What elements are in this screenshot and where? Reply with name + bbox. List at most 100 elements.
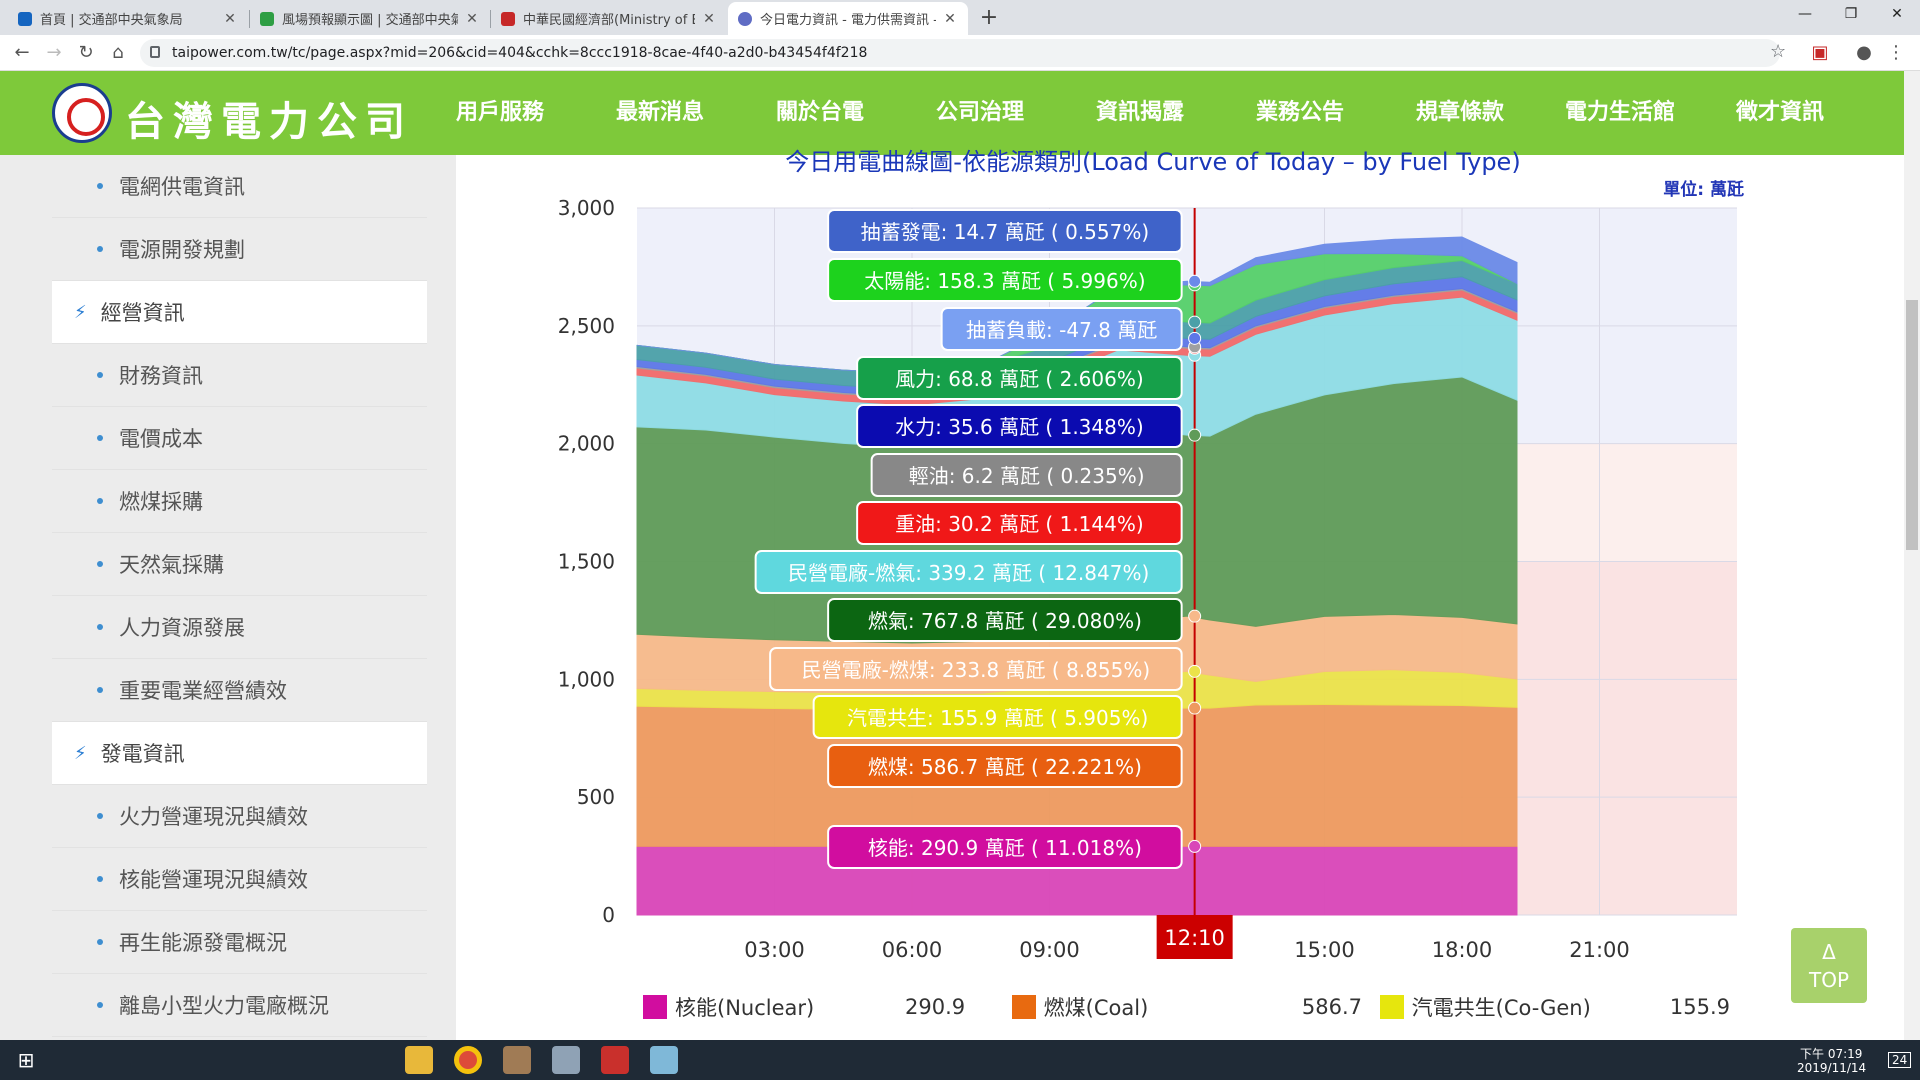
tooltip-text: 重油: 30.2 萬瓩 ( 1.144%) xyxy=(895,512,1144,536)
app-icon[interactable] xyxy=(503,1046,531,1074)
sidebar-item[interactable]: 火力營運現況與績效 xyxy=(52,785,427,848)
nav-item[interactable]: 業務公告 xyxy=(1255,100,1344,125)
legend-value: 290.9 xyxy=(905,995,966,1019)
account-icon[interactable]: ● xyxy=(1856,42,1872,63)
browser-tab-3[interactable]: 中華民國經濟部(Ministry of Economic Affairs) ✕ xyxy=(491,2,727,35)
tooltip-box[interactable] xyxy=(827,258,1183,302)
legend-item-cogen[interactable]: 汽電共生(Co-Gen) 155.9 xyxy=(1380,992,1730,1022)
page-scrollbar[interactable] xyxy=(1904,71,1920,1040)
clock-time[interactable]: 下午 07:19 xyxy=(1800,1047,1863,1061)
tooltip-box[interactable] xyxy=(856,501,1183,545)
nav-item[interactable]: 關於台電 xyxy=(775,100,864,125)
tooltip-box[interactable] xyxy=(827,209,1183,253)
sidebar-section-header[interactable]: ⚡ 經營資訊 xyxy=(52,281,427,344)
app-icon[interactable] xyxy=(552,1046,580,1074)
cursor-point[interactable] xyxy=(1188,315,1202,329)
tooltip-box[interactable] xyxy=(827,744,1183,788)
tooltip-box[interactable] xyxy=(812,695,1183,739)
cursor-point[interactable] xyxy=(1188,664,1202,678)
file-explorer-icon[interactable] xyxy=(405,1046,433,1074)
sidebar-item[interactable]: 財務資訊 xyxy=(52,344,427,407)
sidebar-item[interactable]: 人力資源發展 xyxy=(52,596,427,659)
load-curve-chart[interactable]: 3,000 2,500 2,000 1,500 1,000 500 0 03:00 06:00 0… xyxy=(0,0,1904,1040)
home-icon[interactable]: ⌂ xyxy=(112,42,124,63)
tooltip-text: 輕油: 6.2 萬瓩 ( 0.235%) xyxy=(909,464,1145,488)
back-to-top-button[interactable]: Δ TOP xyxy=(1791,928,1867,1003)
menu-kebab-icon[interactable]: ⋮ xyxy=(1887,42,1905,63)
extension-icon[interactable]: ▣ xyxy=(1811,42,1829,63)
site-logo-text[interactable]: 台灣電力公司 xyxy=(125,98,413,145)
sidebar-item[interactable]: 離島小型火力電廠概況 xyxy=(52,974,427,1037)
nav-item[interactable]: 電力生活館 xyxy=(1564,100,1675,125)
close-icon[interactable]: ✕ xyxy=(944,10,956,27)
app-icon[interactable] xyxy=(650,1046,678,1074)
browser-tabbar: 首頁 | 交通部中央氣象局 ✕ 風場預報顯示圖 | 交通部中央氣象局 ✕ 中華民… xyxy=(0,0,1920,35)
close-icon[interactable]: ✕ xyxy=(466,10,478,27)
tooltip-box[interactable] xyxy=(754,550,1183,594)
sidebar-item-label: 發電資訊 xyxy=(100,742,185,766)
bullet-icon xyxy=(97,939,103,945)
tooltip-text: 太陽能: 158.3 萬瓩 ( 5.996%) xyxy=(864,269,1145,293)
tooltip-box[interactable] xyxy=(856,356,1183,400)
windows-start-icon[interactable]: ⊞ xyxy=(17,1048,35,1072)
tooltip-box[interactable] xyxy=(827,598,1183,642)
close-icon[interactable]: ✕ xyxy=(703,10,715,27)
back-icon[interactable]: ← xyxy=(14,42,30,63)
url-input[interactable]: taipower.com.tw/tc/page.aspx?mid=206&cid… xyxy=(140,39,1780,67)
unit-label: 單位: 萬瓩 xyxy=(1663,180,1744,200)
clock-date[interactable]: 2019/11/14 xyxy=(1797,1061,1867,1075)
app-icon[interactable] xyxy=(601,1046,629,1074)
nav-item[interactable]: 公司治理 xyxy=(935,100,1024,125)
forward-icon[interactable]: → xyxy=(46,42,62,63)
notification-badge[interactable]: 24 xyxy=(1888,1052,1912,1068)
cursor-point[interactable] xyxy=(1188,428,1202,442)
x-tick-label: 12:10 xyxy=(1164,926,1225,950)
legend-item-nuclear[interactable]: 核能(Nuclear) 290.9 xyxy=(643,992,993,1022)
nav-item[interactable]: 用戶服務 xyxy=(455,100,544,125)
cursor-point[interactable] xyxy=(1188,274,1202,288)
tooltip-text: 民營電廠-燃煤: 233.8 萬瓩 ( 8.855%) xyxy=(802,658,1151,682)
bullet-icon xyxy=(97,1002,103,1008)
cursor-point[interactable] xyxy=(1188,331,1202,345)
tooltip-box[interactable] xyxy=(856,404,1183,448)
nav-item[interactable]: 資訊揭露 xyxy=(1095,100,1184,125)
chrome-icon[interactable] xyxy=(454,1046,482,1074)
restore-icon[interactable]: ❐ xyxy=(1844,6,1858,22)
scrollbar-thumb[interactable] xyxy=(1906,300,1918,550)
tooltip-box[interactable] xyxy=(827,825,1183,869)
cursor-point[interactable] xyxy=(1188,839,1202,853)
cursor-point[interactable] xyxy=(1188,609,1202,623)
nav-item[interactable]: 最新消息 xyxy=(615,100,704,125)
nav-item[interactable]: 徵才資訊 xyxy=(1735,100,1824,125)
y-tick-label: 0 xyxy=(602,903,615,927)
legend-label: 核能(Nuclear) xyxy=(675,996,815,1020)
sidebar-item[interactable]: 電網供電資訊 xyxy=(52,155,427,218)
cursor-point[interactable] xyxy=(1188,701,1202,715)
close-window-icon[interactable]: ✕ xyxy=(1891,6,1903,22)
bookmark-star-icon[interactable]: ☆ xyxy=(1770,41,1787,62)
browser-tab-4[interactable]: 今日電力資訊 - 電力供需資訊 - 資訊揭露 ✕ xyxy=(728,2,968,35)
sidebar-item[interactable]: 核能營運現況與績效 xyxy=(52,848,427,911)
new-tab-button[interactable]: + xyxy=(979,5,999,30)
minimize-icon[interactable]: — xyxy=(1798,6,1812,22)
sidebar-item[interactable]: 燃煤採購 xyxy=(52,470,427,533)
sidebar-item[interactable]: 天然氣採購 xyxy=(52,533,427,596)
sidebar-item[interactable]: 重要電業經營績效 xyxy=(52,659,427,722)
tooltip-box[interactable] xyxy=(870,453,1183,497)
close-icon[interactable]: ✕ xyxy=(224,10,236,27)
tooltip-box[interactable] xyxy=(769,647,1183,691)
chart-title: 今日用電曲線圖-依能源類別(Load Curve of Today – by F… xyxy=(785,148,1521,176)
y-tick-label: 1,500 xyxy=(558,550,615,574)
tooltip-box[interactable] xyxy=(940,307,1183,351)
sidebar-item[interactable]: 電價成本 xyxy=(52,407,427,470)
nav-item[interactable]: 規章條款 xyxy=(1415,100,1504,125)
tooltip-text: 汽電共生: 155.9 萬瓩 ( 5.905%) xyxy=(847,706,1148,730)
legend-item-coal[interactable]: 燃煤(Coal) 586.7 xyxy=(1012,992,1362,1022)
sidebar-section-header[interactable]: ⚡ 發電資訊 xyxy=(52,722,427,785)
sidebar-item[interactable]: 電源開發規劃 xyxy=(52,218,427,281)
browser-tab-2[interactable]: 風場預報顯示圖 | 交通部中央氣象局 ✕ xyxy=(250,2,490,35)
taipower-logo-icon[interactable] xyxy=(52,83,112,143)
sidebar-item[interactable]: 再生能源發電概況 xyxy=(52,911,427,974)
browser-tab-1[interactable]: 首頁 | 交通部中央氣象局 ✕ xyxy=(8,2,248,35)
reload-icon[interactable]: ↻ xyxy=(78,42,94,63)
